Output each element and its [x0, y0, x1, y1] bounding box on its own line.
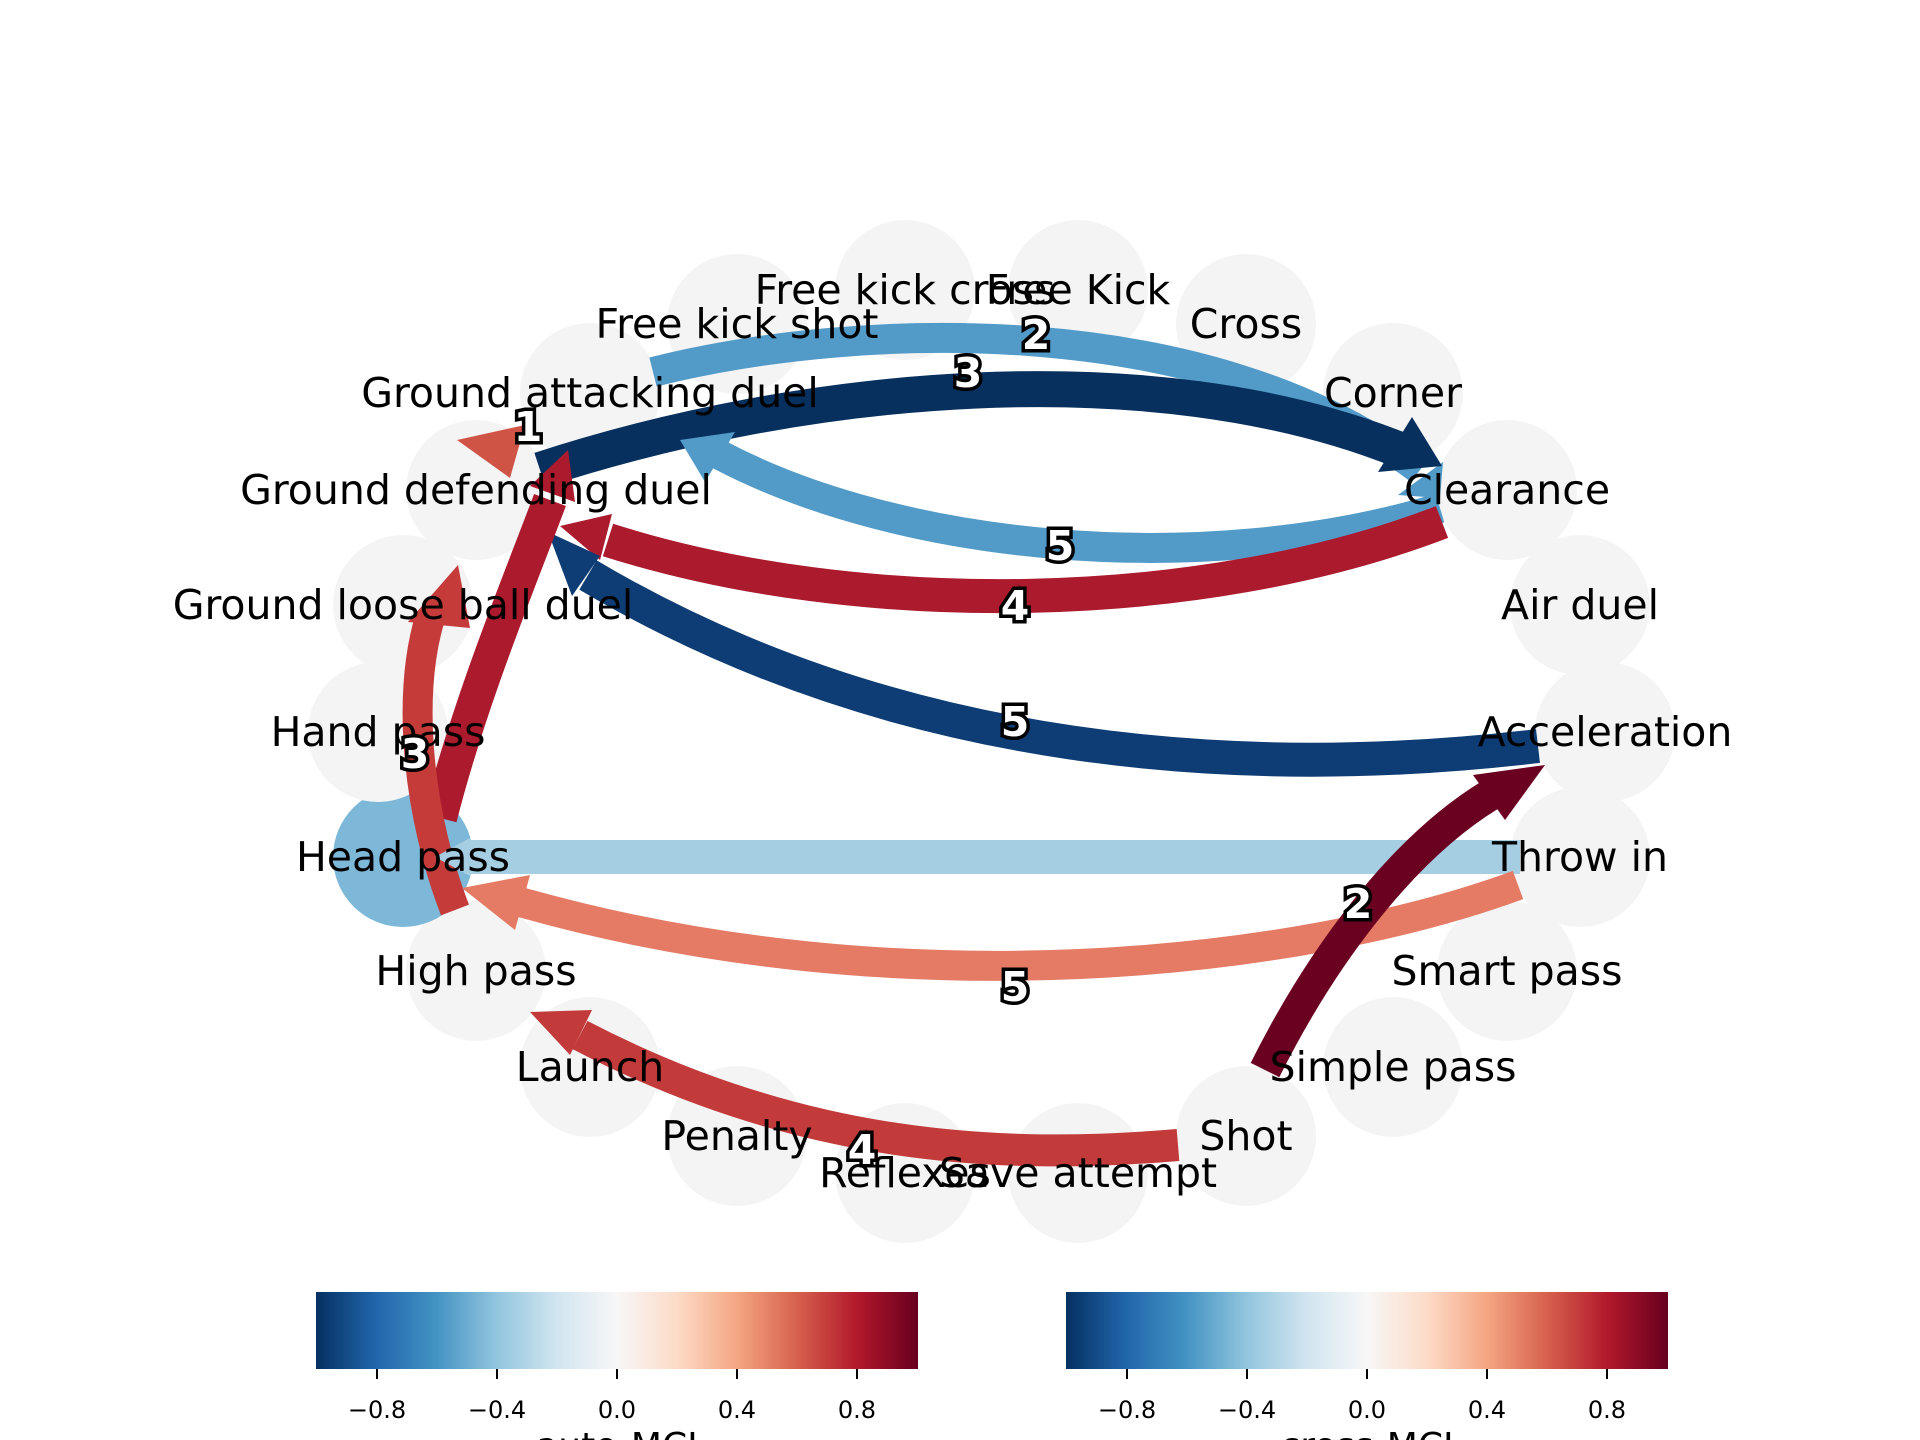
node-smart-pass[interactable] [1437, 901, 1577, 1041]
edge-line [402, 613, 469, 916]
edge-line [534, 371, 1407, 488]
edge-clearance-to-ground-attacking-duel[interactable] [680, 432, 1445, 563]
node-label: Reflexes [819, 1149, 991, 1197]
edge-label: 4 [1001, 582, 1030, 630]
node-clearance[interactable] [1437, 420, 1577, 560]
edge-label: 3 [401, 730, 430, 778]
edge-labels: 1 2 3 5 4 5 3 5 2 4 [397, 308, 1376, 1178]
colorbar-tick-label: 0.8 [838, 1396, 876, 1424]
edge-label: 1 [514, 403, 543, 451]
edge-line [579, 560, 1540, 777]
colorbar-tick-label: 0.0 [1348, 1396, 1386, 1424]
colorbar-tick-label: 0.0 [598, 1396, 636, 1424]
node-label: High pass [375, 947, 576, 995]
node-acceleration[interactable] [1535, 662, 1675, 802]
colorbar-title: auto-MCI [536, 1426, 698, 1440]
edge-acceleration-to-ground-defending-duel[interactable] [548, 532, 1540, 777]
edge-line [572, 1020, 1180, 1167]
colorbar-tick-label: 0.4 [1468, 1396, 1506, 1424]
edge-arrowhead [457, 425, 525, 478]
node-label: Air duel [1501, 581, 1659, 629]
edge-arrowhead [530, 450, 575, 502]
edge-simple-pass-to-acceleration[interactable] [1250, 765, 1545, 1078]
colorbar-tick-label: −0.4 [1218, 1396, 1276, 1424]
node-label: Clearance [1404, 466, 1610, 514]
node-label: Throw in [1491, 833, 1668, 881]
edge-line [1250, 781, 1499, 1078]
node-labels: Free kick cross Free Kick Cross Corner C… [173, 266, 1733, 1197]
node-label: Simple pass [1270, 1043, 1517, 1091]
edge-label: 3 [954, 349, 983, 397]
edge-arrowhead [548, 532, 600, 596]
edge-line [602, 506, 1449, 614]
edge-arrowhead [435, 838, 470, 876]
edge-label: 4 [848, 1126, 877, 1174]
colorbar-ticks [1126, 1369, 1608, 1379]
colorbar-gradient [1066, 1292, 1668, 1369]
node-circles [308, 220, 1675, 1243]
colorbar-gradient [316, 1292, 918, 1369]
edge-clearance-to-ground-defending-duel[interactable] [560, 506, 1449, 614]
node-free-kick[interactable] [1008, 220, 1148, 360]
edge-label: 2 [1022, 311, 1051, 359]
node-label: Penalty [661, 1112, 812, 1160]
edge-arrowhead [462, 875, 530, 930]
edge-high-pass-to-ground-defending-duel[interactable] [423, 450, 575, 823]
edges [402, 322, 1545, 1167]
colorbar-tick-label: 0.8 [1588, 1396, 1626, 1424]
edge-label: 5 [1001, 698, 1030, 746]
edge-throw-in-to-high-pass[interactable] [462, 870, 1524, 981]
edge-arrowhead [680, 432, 735, 482]
colorbar-title: cross-MCI [1280, 1426, 1453, 1440]
node-label: Corner [1324, 369, 1462, 417]
node-shot[interactable] [1176, 1066, 1316, 1206]
colorbar-auto-mci: −0.8 −0.4 0.0 0.4 0.8 auto-MCI [316, 1292, 918, 1440]
node-high-pass[interactable] [406, 901, 546, 1041]
node-label: Head pass [296, 833, 510, 881]
node-simple-pass[interactable] [1323, 997, 1463, 1137]
colorbar-tick-label: 0.4 [718, 1396, 756, 1424]
edge-save-attempt-to-high-pass[interactable] [530, 1010, 1180, 1167]
colorbar-cross-mci: −0.8 −0.4 0.0 0.4 0.8 cross-MCI [1066, 1292, 1668, 1440]
node-label: Ground loose ball duel [173, 581, 634, 629]
edge-line [713, 441, 1445, 563]
edge-arrowhead [1473, 765, 1545, 820]
node-label: Free kick cross [755, 266, 1056, 314]
edge-label: 5 [1001, 963, 1030, 1011]
edge-arrowhead [1378, 417, 1442, 472]
edge-arrowhead [408, 565, 470, 628]
node-label: Ground attacking duel [361, 369, 819, 417]
colorbar-tick-label: −0.8 [1098, 1396, 1156, 1424]
node-label: Save attempt [939, 1149, 1217, 1197]
node-label: Acceleration [1478, 708, 1733, 756]
edge-ground-attacking-duel-to-ground-defending-duel[interactable] [457, 425, 525, 478]
colorbar-tick-label: −0.4 [468, 1396, 526, 1424]
edge-arrowhead [530, 1010, 592, 1055]
edge-head-pass-to-ground-loose-ball-duel[interactable] [402, 565, 470, 916]
node-label: Ground defending duel [240, 466, 712, 514]
node-label: Launch [516, 1043, 664, 1091]
node-label: Shot [1199, 1112, 1292, 1160]
edge-ground-defending-duel-to-clearance[interactable] [534, 371, 1442, 488]
edge-arrowhead [560, 514, 612, 560]
colorbars: −0.8 −0.4 0.0 0.4 0.8 auto-MCI −0.8 −0.4… [316, 1292, 1668, 1440]
edge-throw-in-to-head-pass[interactable] [435, 838, 1520, 876]
edge-label: 5 [1046, 522, 1075, 570]
node-label: Smart pass [1392, 947, 1623, 995]
node-label: Hand pass [271, 708, 486, 756]
edge-line [515, 870, 1524, 981]
edge-line [423, 494, 566, 823]
edge-label: 2 [1344, 880, 1373, 928]
colorbar-ticks [376, 1369, 858, 1379]
node-label: Cross [1190, 300, 1302, 348]
edge-arrowhead [1398, 462, 1443, 498]
colorbar-tick-label: −0.8 [348, 1396, 406, 1424]
node-label: Free kick shot [596, 300, 879, 348]
node-air-duel[interactable] [1510, 535, 1650, 675]
node-throw-in[interactable] [1510, 787, 1650, 927]
node-label: Free Kick [986, 266, 1171, 314]
